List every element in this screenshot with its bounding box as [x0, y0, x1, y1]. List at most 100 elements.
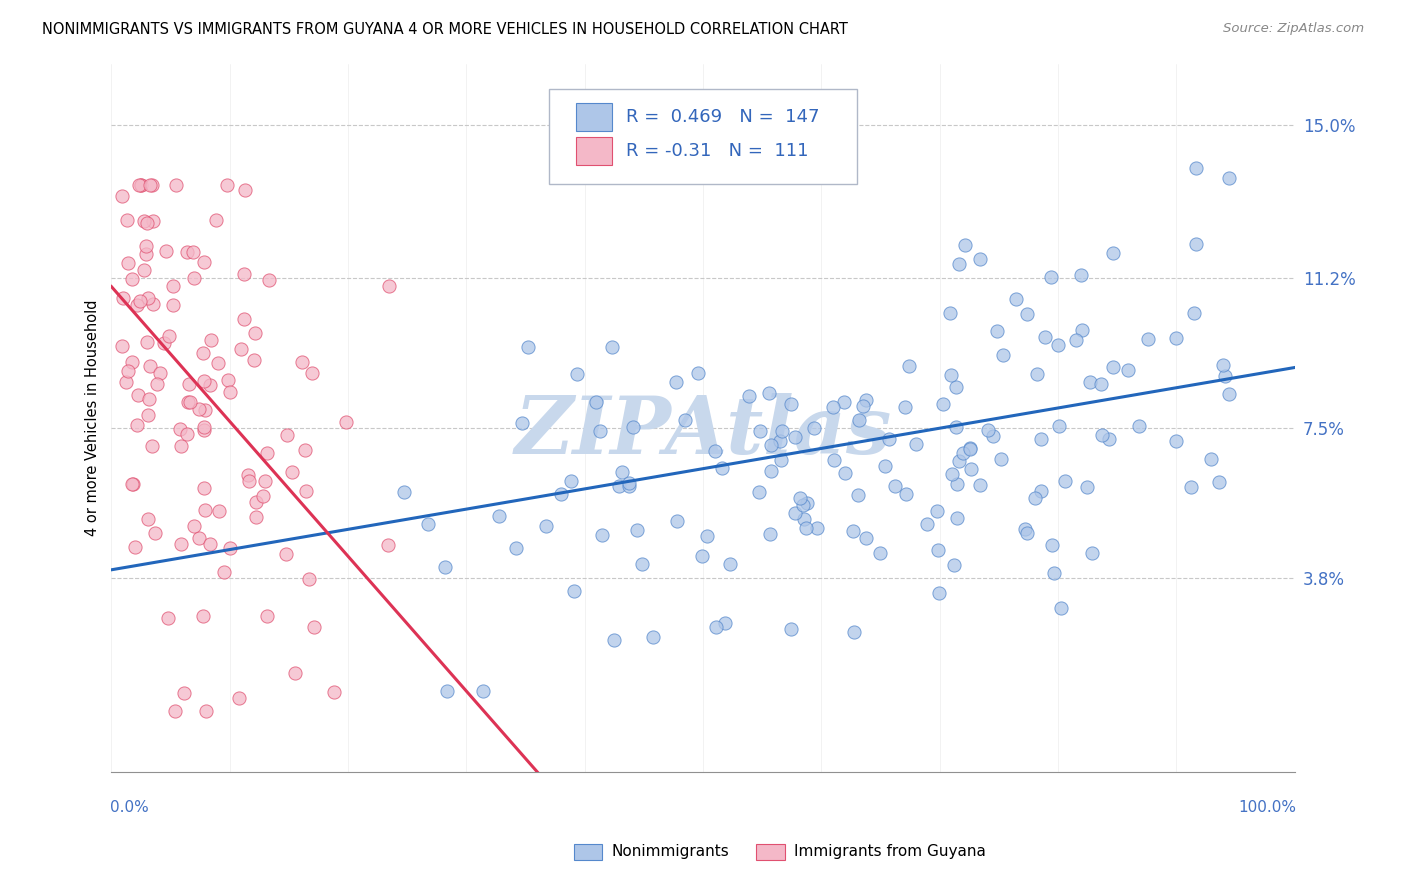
Point [1070, 268, 1092, 282]
Point [848, 488, 870, 502]
Point [392, 485, 415, 500]
Point [198, 377, 221, 392]
Point [948, 453, 970, 467]
Point [1128, 418, 1150, 433]
Point [141, 178, 163, 193]
Point [215, 178, 238, 193]
Point [1047, 418, 1070, 433]
Point [298, 572, 321, 586]
Point [1005, 292, 1028, 306]
Point [823, 453, 845, 467]
Point [183, 271, 205, 285]
Point [121, 355, 143, 369]
Point [852, 399, 875, 413]
Point [121, 271, 143, 285]
Point [959, 442, 981, 456]
Point [1017, 307, 1039, 321]
Point [238, 474, 260, 488]
Point [124, 540, 146, 554]
Point [235, 182, 257, 196]
Point [183, 518, 205, 533]
Point [141, 439, 163, 453]
Text: Immigrants from Guyana: Immigrants from Guyana [794, 845, 986, 859]
Point [534, 519, 557, 533]
Point [928, 585, 950, 599]
Point [1102, 246, 1125, 260]
Point [110, 338, 132, 352]
Point [759, 438, 782, 452]
Point [136, 408, 159, 422]
Point [673, 413, 696, 427]
Point [129, 178, 152, 193]
Point [1185, 161, 1208, 176]
Point [134, 213, 156, 227]
Point [834, 467, 856, 481]
Y-axis label: 4 or more Vehicles in Household: 4 or more Vehicles in Household [86, 300, 100, 536]
Point [959, 441, 981, 455]
Point [550, 487, 572, 501]
Point [155, 244, 177, 259]
Point [142, 297, 165, 311]
Point [187, 401, 209, 416]
Point [917, 516, 939, 531]
Point [135, 246, 157, 260]
Point [1040, 270, 1063, 285]
Text: Nonimmigrants: Nonimmigrants [612, 845, 730, 859]
Point [170, 439, 193, 453]
Point [127, 298, 149, 312]
Point [207, 356, 229, 370]
Point [710, 460, 733, 475]
Point [127, 417, 149, 432]
Point [212, 565, 235, 579]
Point [610, 465, 633, 479]
Point [1078, 375, 1101, 389]
Point [585, 394, 607, 409]
Point [512, 416, 534, 430]
Point [194, 503, 217, 517]
Point [990, 452, 1012, 467]
Point [193, 424, 215, 438]
Point [945, 420, 967, 434]
Point [665, 514, 688, 528]
Point [198, 537, 221, 551]
Point [769, 434, 792, 449]
Point [138, 392, 160, 406]
Point [1185, 237, 1208, 252]
Point [304, 620, 326, 634]
Point [188, 531, 211, 545]
Point [488, 508, 510, 523]
Point [436, 684, 458, 698]
Point [875, 459, 897, 474]
Point [153, 336, 176, 351]
Point [200, 333, 222, 347]
Point [377, 279, 399, 293]
Point [1024, 491, 1046, 506]
Point [796, 495, 818, 509]
Point [228, 690, 250, 705]
Point [969, 477, 991, 491]
Point [135, 238, 157, 252]
Point [600, 340, 623, 354]
Point [516, 340, 538, 354]
Point [127, 388, 149, 402]
Point [1091, 428, 1114, 442]
Point [256, 446, 278, 460]
Point [821, 401, 844, 415]
Point [617, 476, 640, 491]
Point [927, 504, 949, 518]
Point [301, 366, 323, 380]
Point [157, 329, 180, 343]
Point [257, 272, 280, 286]
Point [281, 465, 304, 479]
Point [884, 479, 907, 493]
Point [1208, 475, 1230, 490]
Point [621, 420, 644, 434]
Point [842, 524, 865, 538]
Point [794, 521, 817, 535]
Point [322, 685, 344, 699]
Point [945, 511, 967, 525]
Point [115, 375, 138, 389]
Point [1064, 333, 1087, 347]
Point [1182, 305, 1205, 319]
Point [129, 293, 152, 308]
